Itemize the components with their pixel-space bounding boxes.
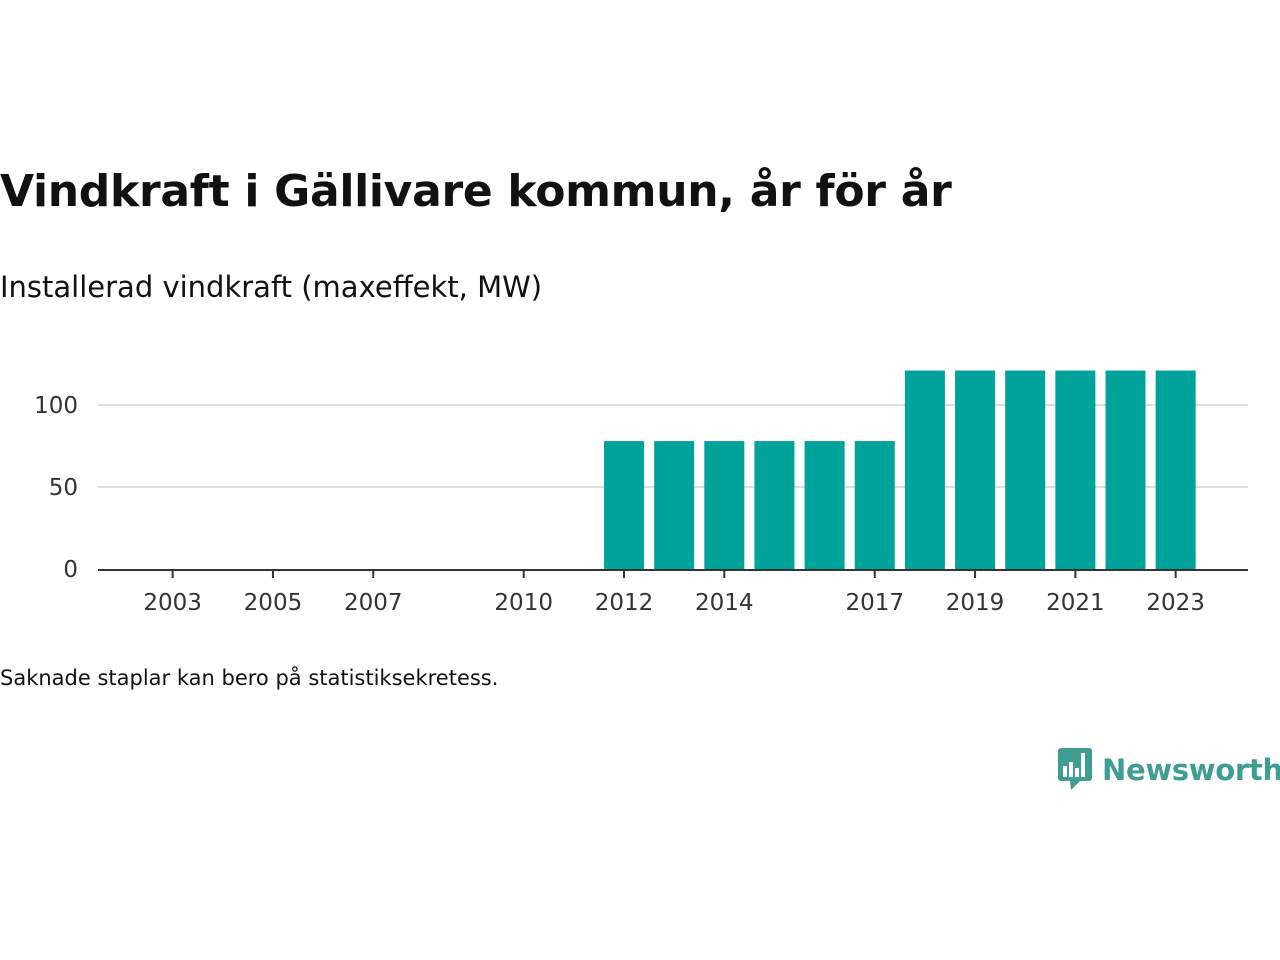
bar-2012 bbox=[604, 441, 644, 569]
bar-2023 bbox=[1155, 370, 1196, 569]
y-axis-ticks: 0 50 100 bbox=[34, 393, 78, 583]
bar-2013 bbox=[654, 441, 695, 569]
x-tick-label: 2021 bbox=[1046, 590, 1105, 616]
x-tick-label: 2023 bbox=[1146, 590, 1205, 616]
bar-2021 bbox=[1055, 370, 1096, 569]
chart-subtitle: Installerad vindkraft (maxeffekt, MW) bbox=[0, 270, 543, 304]
bar-2014 bbox=[704, 441, 745, 569]
x-tick-label: 2014 bbox=[695, 590, 754, 616]
bar-2022 bbox=[1105, 370, 1146, 569]
brand-logo: Newsworthy bbox=[1058, 748, 1280, 792]
x-tick-label: 2019 bbox=[946, 590, 1005, 616]
x-tick-label: 2007 bbox=[344, 590, 403, 616]
chart-title: Vindkraft i Gällivare kommun, år för år bbox=[0, 166, 952, 217]
y-tick-label: 0 bbox=[63, 557, 78, 583]
x-tick-label: 2012 bbox=[595, 590, 654, 616]
brand-name: Newsworthy bbox=[1102, 753, 1280, 787]
y-tick-label: 50 bbox=[49, 475, 78, 501]
x-tick-label: 2003 bbox=[143, 590, 202, 616]
x-tick-label: 2005 bbox=[244, 590, 303, 616]
bars bbox=[604, 370, 1196, 569]
bar-2015 bbox=[754, 441, 795, 569]
x-axis-ticks: 2003 2005 2007 2010 2012 2014 2017 2019 2021 2023 bbox=[143, 570, 1205, 616]
newsworthy-logo-icon bbox=[1058, 748, 1092, 790]
x-tick-label: 2017 bbox=[845, 590, 904, 616]
bar-2017 bbox=[854, 441, 895, 569]
bar-2016 bbox=[804, 441, 845, 569]
bar-2019 bbox=[955, 370, 996, 569]
bar-2018 bbox=[904, 370, 945, 569]
bar-2020 bbox=[1005, 370, 1046, 569]
x-tick-label: 2010 bbox=[494, 590, 553, 616]
y-tick-label: 100 bbox=[34, 393, 78, 419]
footnote: Saknade staplar kan bero på statistiksek… bbox=[0, 666, 499, 690]
